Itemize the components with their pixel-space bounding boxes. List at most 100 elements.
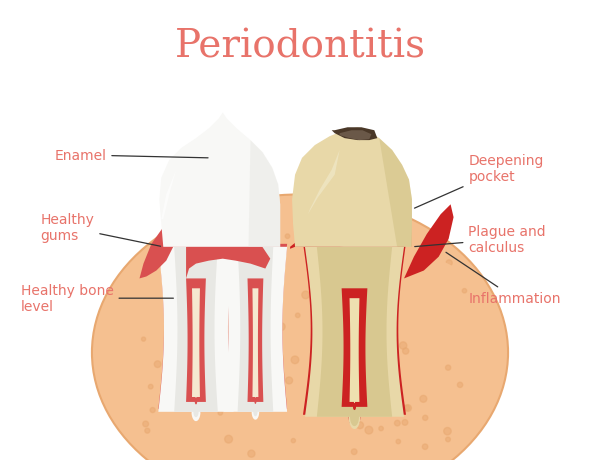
Circle shape	[416, 269, 420, 273]
Circle shape	[344, 382, 351, 389]
Circle shape	[285, 234, 290, 239]
Circle shape	[356, 422, 364, 429]
Circle shape	[403, 348, 409, 354]
Polygon shape	[139, 247, 454, 289]
Circle shape	[224, 435, 232, 443]
Circle shape	[371, 294, 379, 302]
Polygon shape	[404, 205, 454, 279]
Polygon shape	[230, 247, 280, 413]
Polygon shape	[290, 224, 364, 249]
Polygon shape	[192, 289, 200, 398]
Circle shape	[365, 426, 373, 434]
Circle shape	[142, 338, 146, 341]
Polygon shape	[158, 244, 233, 419]
Circle shape	[218, 411, 223, 415]
Circle shape	[234, 365, 239, 371]
Circle shape	[379, 426, 383, 431]
Polygon shape	[317, 247, 392, 426]
Circle shape	[291, 438, 295, 443]
Circle shape	[446, 260, 452, 266]
Circle shape	[180, 257, 186, 263]
Polygon shape	[292, 128, 412, 247]
Polygon shape	[340, 131, 371, 141]
Polygon shape	[379, 139, 412, 247]
Circle shape	[223, 230, 229, 236]
Circle shape	[446, 437, 451, 442]
Polygon shape	[160, 113, 280, 247]
Polygon shape	[224, 244, 287, 417]
Circle shape	[422, 444, 428, 450]
Polygon shape	[247, 279, 263, 404]
Circle shape	[400, 405, 405, 410]
Polygon shape	[332, 128, 377, 141]
Circle shape	[298, 263, 302, 266]
Circle shape	[286, 377, 293, 384]
Circle shape	[195, 375, 199, 380]
Text: Periodontitis: Periodontitis	[175, 29, 425, 66]
Text: Deepening
pocket: Deepening pocket	[415, 153, 544, 209]
Polygon shape	[305, 247, 404, 429]
Circle shape	[197, 238, 202, 243]
Circle shape	[150, 407, 155, 413]
Circle shape	[211, 247, 218, 255]
Circle shape	[444, 427, 451, 435]
Circle shape	[370, 247, 378, 255]
Circle shape	[295, 313, 300, 318]
Circle shape	[325, 353, 329, 358]
Circle shape	[422, 415, 428, 420]
Circle shape	[462, 289, 467, 294]
Circle shape	[189, 334, 196, 341]
Circle shape	[281, 278, 286, 283]
Circle shape	[319, 397, 323, 402]
Circle shape	[396, 439, 401, 444]
Circle shape	[170, 361, 175, 365]
Circle shape	[195, 258, 202, 264]
Polygon shape	[186, 279, 206, 405]
Polygon shape	[253, 289, 259, 398]
Circle shape	[400, 342, 407, 350]
Circle shape	[259, 305, 265, 311]
Polygon shape	[161, 150, 181, 219]
Polygon shape	[303, 244, 406, 428]
Circle shape	[327, 276, 334, 283]
Ellipse shape	[92, 195, 508, 463]
Circle shape	[196, 232, 202, 238]
Polygon shape	[248, 141, 280, 247]
Circle shape	[402, 419, 408, 425]
Text: Enamel: Enamel	[54, 149, 208, 163]
Circle shape	[422, 264, 427, 269]
Polygon shape	[341, 289, 367, 410]
Circle shape	[278, 323, 285, 331]
Circle shape	[223, 396, 228, 401]
Circle shape	[352, 449, 357, 455]
Circle shape	[148, 384, 153, 389]
Circle shape	[371, 345, 377, 350]
Circle shape	[154, 361, 161, 368]
Circle shape	[232, 324, 238, 330]
Circle shape	[420, 395, 427, 402]
Text: Healthy
gums: Healthy gums	[40, 213, 161, 247]
Text: Plague and
calculus: Plague and calculus	[415, 224, 546, 255]
Polygon shape	[311, 247, 398, 424]
Circle shape	[446, 365, 451, 370]
Text: Inflammation: Inflammation	[446, 253, 561, 306]
Polygon shape	[350, 299, 359, 403]
Circle shape	[404, 405, 410, 411]
Circle shape	[248, 450, 255, 457]
Circle shape	[347, 375, 354, 381]
Polygon shape	[166, 247, 226, 414]
Circle shape	[143, 421, 149, 427]
Circle shape	[404, 405, 412, 412]
Circle shape	[161, 253, 167, 259]
Polygon shape	[308, 150, 340, 215]
Circle shape	[219, 404, 226, 410]
Polygon shape	[174, 247, 218, 417]
Circle shape	[194, 407, 200, 413]
Polygon shape	[158, 247, 233, 421]
Circle shape	[326, 270, 334, 277]
Polygon shape	[224, 247, 287, 420]
Circle shape	[394, 420, 400, 426]
Circle shape	[457, 382, 463, 388]
Polygon shape	[238, 247, 273, 416]
Circle shape	[302, 291, 310, 299]
